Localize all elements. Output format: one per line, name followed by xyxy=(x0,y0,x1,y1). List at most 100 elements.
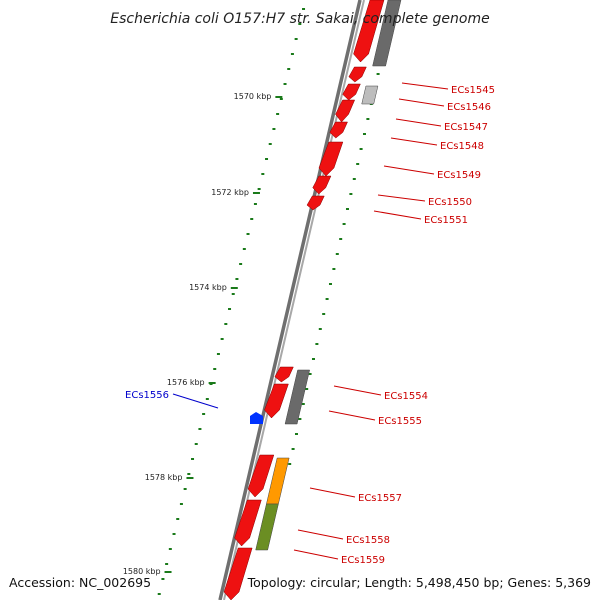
gc-dot-left xyxy=(261,173,265,175)
tick-mark xyxy=(275,96,283,98)
gc-dot-left xyxy=(183,488,187,490)
gc-dot-left xyxy=(165,563,169,565)
position-ticks: 1570 kbp 1572 kbp 1574 kbp 1576 kbp 1578 kbp… xyxy=(123,92,283,576)
gene-label-ECs1551[interactable]: ECs1551 xyxy=(424,215,468,226)
gc-dot-right xyxy=(362,133,366,135)
gene-label-ECs1545[interactable]: ECs1545 xyxy=(451,85,495,96)
gene-feature-ECs1547[interactable] xyxy=(335,99,356,123)
gc-dot-left xyxy=(294,38,298,40)
gc-dot-right xyxy=(288,463,292,465)
gene-feature-ECs1559[interactable] xyxy=(223,547,253,600)
gene-label-leader xyxy=(395,118,442,127)
tick-label: 1570 kbp xyxy=(234,92,272,101)
gc-dot-right xyxy=(328,283,332,285)
gc-dot-left xyxy=(235,278,239,280)
gene-label-ECs1554[interactable]: ECs1554 xyxy=(384,391,428,402)
gc-dot-right xyxy=(342,223,346,225)
gene-label-ECs1547[interactable]: ECs1547 xyxy=(444,122,488,133)
gene-label-leader xyxy=(293,549,339,560)
gene-label-ECs1550[interactable]: ECs1550 xyxy=(428,197,472,208)
gene-feature-ECs1553[interactable] xyxy=(274,366,294,383)
gc-dot-left xyxy=(279,98,283,100)
gene-feature-ECs1554[interactable] xyxy=(264,383,289,419)
gene-feature-ECs1558-red[interactable] xyxy=(234,499,262,547)
gc-dot-right xyxy=(318,328,322,330)
gene-feature-ECs1557-red[interactable] xyxy=(247,454,275,498)
gc-dot-right xyxy=(335,253,339,255)
gc-dot-left xyxy=(231,293,235,295)
gene-label-leader xyxy=(373,210,422,220)
gc-dot-left xyxy=(246,233,250,235)
gene-label-leader xyxy=(390,137,438,146)
gc-dot-left xyxy=(253,203,257,205)
gc-dot-left xyxy=(157,593,161,595)
gene-label-leader xyxy=(398,98,445,107)
gene-feature-ECs1550[interactable] xyxy=(312,175,332,195)
gene-label-ECs1549[interactable]: ECs1549 xyxy=(437,170,481,181)
gc-dot-left xyxy=(302,8,306,10)
gc-dot-right xyxy=(308,373,312,375)
gc-dot-right xyxy=(298,418,302,420)
gene-feature-ECs1555[interactable] xyxy=(284,369,310,425)
gc-dot-right xyxy=(325,298,329,300)
gc-dot-left xyxy=(213,368,217,370)
tick-mark xyxy=(208,382,216,384)
gene-feature-grey-top[interactable] xyxy=(372,0,402,67)
gc-dot-right xyxy=(352,178,356,180)
gc-dot-left xyxy=(298,23,302,25)
tick-mark xyxy=(230,287,238,289)
gc-dot-right xyxy=(356,163,360,165)
tick-label: 1580 kbp xyxy=(123,567,161,576)
gc-dot-left xyxy=(224,323,228,325)
gc-dot-right xyxy=(339,238,343,240)
gene-label-ECs1555[interactable]: ECs1555 xyxy=(378,416,422,427)
gene-feature-ECs1556[interactable] xyxy=(250,412,263,424)
gc-dot-left xyxy=(276,113,280,115)
gene-feature-ECs1549[interactable] xyxy=(318,141,344,177)
tick-label: 1578 kbp xyxy=(145,473,183,482)
gene-label-ECs1546[interactable]: ECs1546 xyxy=(447,102,491,113)
gc-dot-left xyxy=(205,398,209,400)
gc-dot-left xyxy=(272,128,276,130)
gc-dot-left xyxy=(168,548,172,550)
gene-label-leader xyxy=(328,410,376,421)
gc-dot-left xyxy=(161,578,165,580)
gc-dot-left xyxy=(228,308,232,310)
gene-feature-ECs1546[interactable] xyxy=(342,83,361,101)
gc-dot-left xyxy=(239,263,243,265)
gene-label-ECs1557[interactable]: ECs1557 xyxy=(358,493,402,504)
gene-features[interactable] xyxy=(223,0,402,600)
gene-label-ECs1559[interactable]: ECs1559 xyxy=(341,555,385,566)
tick-label: 1572 kbp xyxy=(211,188,249,197)
tick-mark xyxy=(164,571,172,573)
gc-dot-right xyxy=(322,313,326,315)
gc-dot-right xyxy=(359,148,363,150)
gc-dot-left xyxy=(179,503,183,505)
gene-label-leader xyxy=(172,393,219,409)
map-title: Escherichia coli O157:H7 str. Sakai, com… xyxy=(110,11,489,27)
gene-label-leader xyxy=(401,82,449,90)
gene-feature-ECs1551[interactable] xyxy=(306,195,325,211)
gc-dot-left xyxy=(265,158,269,160)
gc-dot-left xyxy=(283,83,287,85)
gc-dot-left xyxy=(194,443,198,445)
gene-feature-ECs1548[interactable] xyxy=(329,121,348,139)
gc-dot-left xyxy=(216,353,220,355)
gene-label-leader xyxy=(297,529,344,540)
gene-feature-ECs1558[interactable] xyxy=(255,503,279,551)
gene-label-ECs1548[interactable]: ECs1548 xyxy=(440,141,484,152)
gene-feature-ECs1544[interactable] xyxy=(353,0,385,63)
gc-dot-right xyxy=(301,403,305,405)
gene-feature-ECs1546-grey[interactable] xyxy=(361,85,379,105)
gene-label-ECs1556[interactable]: ECs1556 xyxy=(125,390,169,401)
gene-feature-ECs1545[interactable] xyxy=(348,66,367,83)
gc-dot-left xyxy=(250,218,254,220)
gc-dot-right xyxy=(291,448,295,450)
gene-labels[interactable]: ECs1545 ECs1546 ECs1547 ECs1548 ECs1549 ECs15… xyxy=(125,82,495,566)
gene-label-ECs1558[interactable]: ECs1558 xyxy=(346,535,390,546)
gc-dot-right xyxy=(345,208,349,210)
gc-dot-right xyxy=(305,388,309,390)
gc-dot-right xyxy=(294,433,298,435)
gc-dot-left xyxy=(242,248,246,250)
